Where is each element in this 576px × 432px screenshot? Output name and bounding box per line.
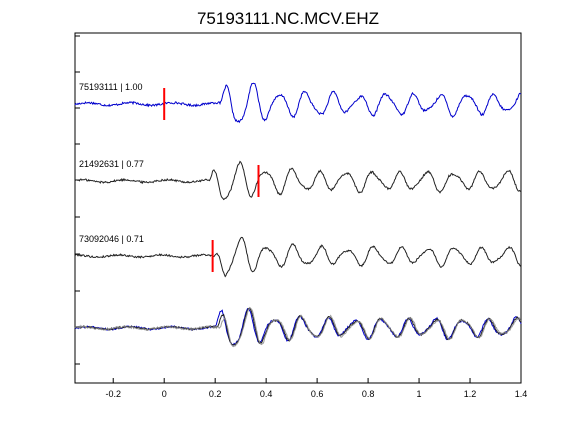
x-tick-label: 1.4	[515, 389, 528, 399]
trace-label-group: 75193111 | 1.00 21492631 | 0.77 73092046 |…	[79, 82, 144, 244]
x-tick-label: 0	[162, 389, 167, 399]
chart-title: 75193111.NC.MCV.EHZ	[197, 9, 379, 28]
pick-marker-group	[163, 88, 260, 272]
x-tick-label: 0.4	[260, 389, 273, 399]
waveform-trace	[74, 82, 522, 124]
x-tick-label: 1	[417, 389, 422, 399]
trace-label: 75193111 | 1.00	[79, 82, 143, 92]
overlay-trace	[74, 306, 522, 348]
trace-label: 21492631 | 0.77	[79, 159, 144, 169]
trace-group	[74, 82, 522, 278]
x-tick-label: 1.2	[464, 389, 477, 399]
x-tick-label: -0.2	[105, 389, 121, 399]
x-tick-label: 0.8	[362, 389, 375, 399]
trace-label: 73092046 | 0.71	[79, 234, 144, 244]
overlay-trace-group	[74, 306, 522, 348]
plot-frame	[74, 32, 522, 384]
waveform-trace	[74, 236, 522, 278]
waveform-trace	[74, 160, 522, 201]
x-tick-label: 0.2	[209, 389, 222, 399]
x-axis: -0.2 0 0.2 0.4 0.6 0.8 1 1.2 1.4	[105, 378, 527, 399]
x-tick-label: 0.6	[311, 389, 324, 399]
